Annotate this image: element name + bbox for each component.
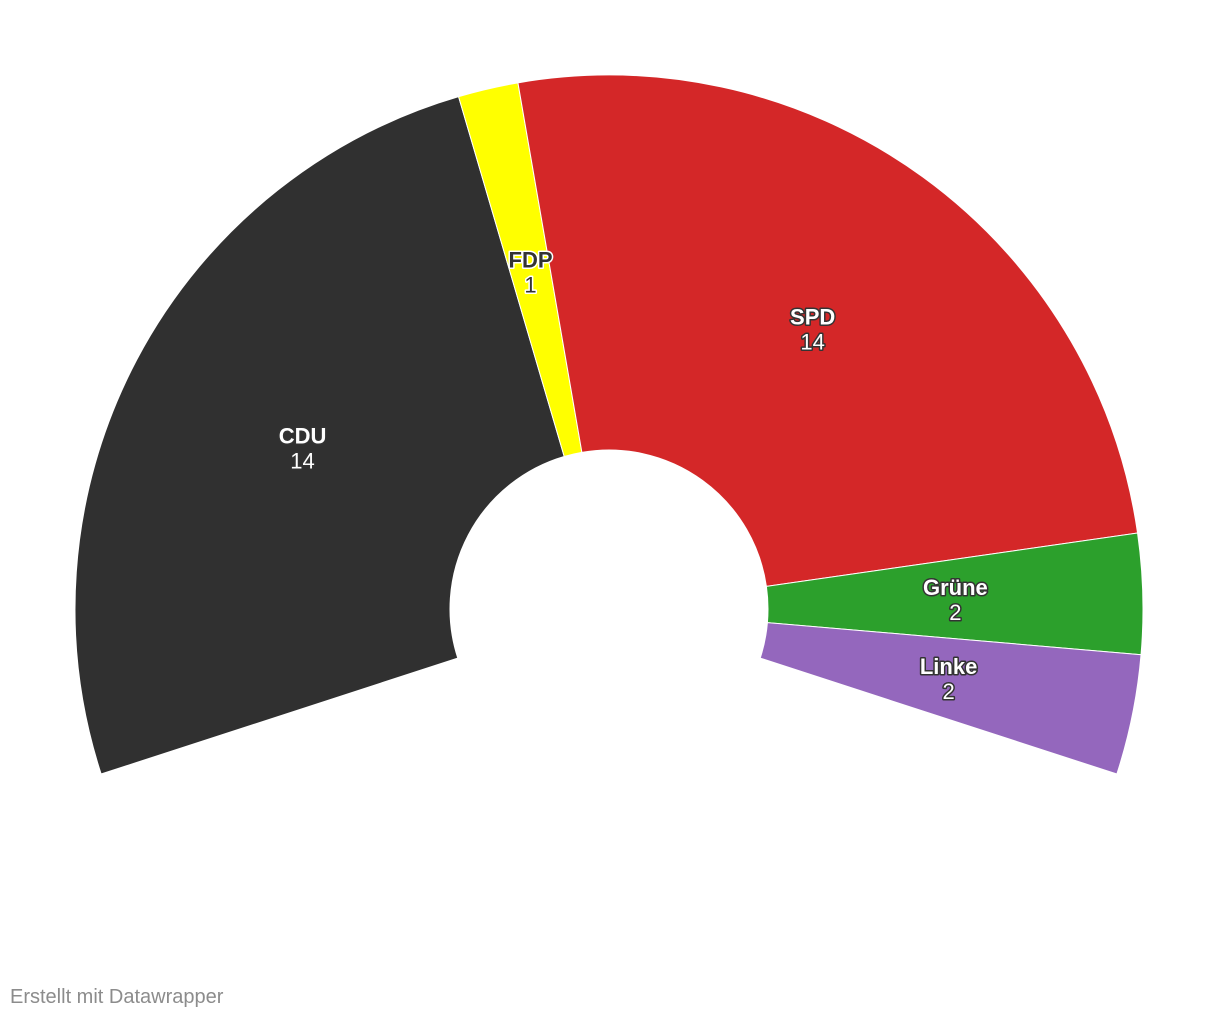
segment-value: 1 — [524, 273, 536, 298]
segment — [74, 96, 565, 775]
segment-value: 14 — [290, 448, 314, 473]
segment — [759, 622, 1142, 775]
segment-name: CDU — [279, 423, 327, 448]
footer: Erstellt mit Datawrapper — [10, 986, 224, 1008]
segment-value: 2 — [949, 600, 961, 625]
segment-value: 14 — [800, 330, 824, 355]
segment-name: FDP — [509, 248, 553, 273]
segment-name: Linke — [920, 654, 977, 679]
segment-name: SPD — [790, 305, 835, 330]
segment — [517, 74, 1139, 587]
segment-name: Grüne — [923, 575, 988, 600]
segment-value: 2 — [942, 679, 954, 704]
segments — [74, 74, 1144, 775]
